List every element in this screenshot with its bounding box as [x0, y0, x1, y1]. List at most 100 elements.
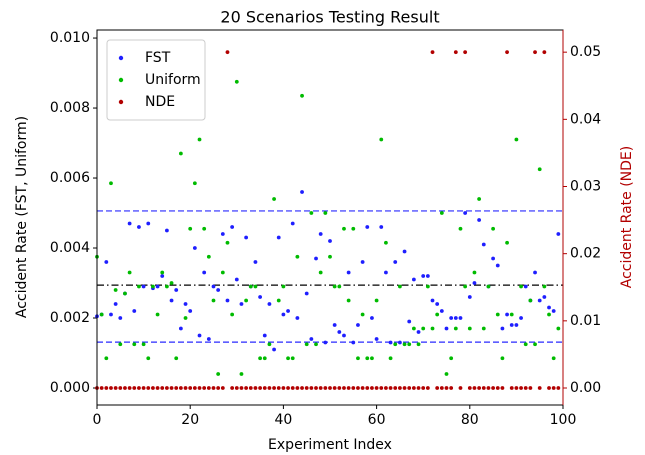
- point: [505, 240, 509, 245]
- point: [132, 386, 137, 390]
- point: [360, 260, 365, 264]
- point: [258, 356, 262, 361]
- point: [146, 221, 151, 226]
- point: [244, 386, 249, 390]
- point: [183, 316, 188, 320]
- point: [309, 386, 314, 390]
- legend-marker: [118, 55, 124, 61]
- point: [323, 211, 328, 215]
- point: [239, 302, 244, 306]
- point: [127, 221, 132, 226]
- point: [439, 309, 444, 313]
- point: [109, 386, 113, 390]
- point: [165, 386, 169, 390]
- point: [547, 312, 551, 317]
- point: [398, 386, 402, 390]
- y2-tick-label: 0.01: [570, 313, 601, 329]
- point: [202, 270, 207, 275]
- point: [258, 295, 262, 299]
- point: [318, 386, 323, 390]
- point: [267, 386, 272, 390]
- point: [449, 316, 454, 320]
- point: [165, 228, 169, 233]
- point: [118, 342, 123, 347]
- point: [453, 316, 458, 320]
- point: [351, 226, 356, 231]
- point: [169, 281, 174, 285]
- y-tick-label: 0.010: [50, 30, 90, 46]
- point: [132, 309, 137, 313]
- point: [225, 240, 230, 245]
- point: [225, 50, 230, 55]
- point: [314, 342, 318, 347]
- point: [169, 386, 174, 390]
- point: [407, 319, 412, 324]
- legend-box: [106, 39, 206, 121]
- point: [332, 323, 337, 327]
- point: [155, 312, 160, 317]
- point: [206, 337, 211, 341]
- point: [402, 386, 407, 390]
- point: [430, 326, 435, 331]
- point: [379, 137, 384, 142]
- point: [351, 386, 356, 390]
- point: [286, 386, 290, 390]
- point: [309, 211, 314, 215]
- point: [374, 298, 379, 303]
- point: [244, 298, 249, 303]
- point: [379, 225, 384, 229]
- point: [174, 288, 179, 292]
- point: [188, 226, 193, 231]
- point: [388, 340, 393, 345]
- point: [421, 274, 426, 278]
- point: [197, 386, 202, 390]
- point: [276, 298, 281, 303]
- point: [467, 386, 472, 390]
- point: [304, 386, 309, 390]
- point: [481, 242, 486, 247]
- point: [318, 232, 323, 236]
- point: [267, 302, 272, 306]
- point: [537, 298, 542, 303]
- point: [127, 270, 132, 275]
- point: [351, 340, 356, 345]
- point: [393, 342, 398, 347]
- point: [286, 356, 290, 361]
- point: [370, 386, 374, 390]
- point: [416, 386, 421, 390]
- point: [113, 386, 118, 390]
- point: [421, 386, 426, 390]
- point: [551, 386, 556, 390]
- point: [495, 386, 500, 390]
- point: [109, 181, 113, 186]
- point: [444, 372, 449, 376]
- point: [234, 277, 239, 282]
- point: [542, 284, 547, 289]
- point: [323, 386, 328, 390]
- point: [206, 254, 211, 259]
- point: [398, 284, 402, 289]
- point: [542, 295, 547, 299]
- point: [146, 356, 151, 361]
- point: [216, 372, 221, 376]
- point: [472, 386, 477, 390]
- point: [99, 312, 104, 317]
- point: [155, 284, 160, 289]
- point: [253, 284, 258, 289]
- point: [342, 226, 346, 231]
- point: [528, 386, 533, 390]
- point: [290, 356, 295, 361]
- point: [225, 298, 230, 303]
- point: [178, 151, 183, 156]
- point: [514, 137, 519, 142]
- point: [146, 386, 151, 390]
- point: [304, 291, 309, 296]
- x-tick-label: 80: [461, 412, 479, 428]
- point: [384, 270, 388, 275]
- point: [137, 225, 141, 229]
- point: [220, 232, 225, 236]
- point: [220, 270, 225, 275]
- point: [481, 326, 486, 331]
- point: [388, 386, 393, 390]
- point: [113, 288, 118, 292]
